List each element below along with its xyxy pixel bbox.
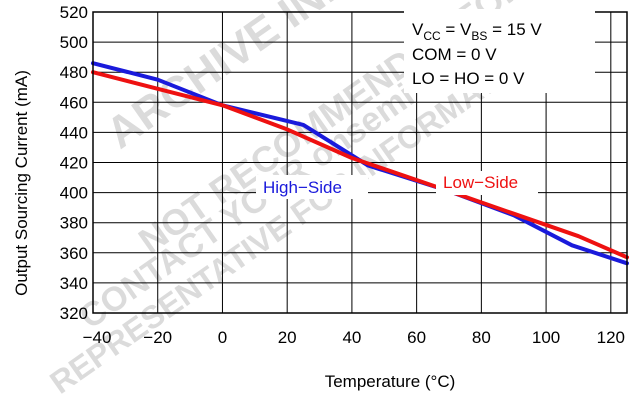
- x-tick-label-5: 60: [407, 328, 426, 347]
- x-tick-label-6: 80: [472, 328, 491, 347]
- x-tick-label-0: −40: [83, 328, 112, 347]
- y-tick-label-520: 520: [60, 3, 88, 22]
- y-tick-label-380: 380: [60, 214, 88, 233]
- x-tick-label-3: 20: [278, 328, 297, 347]
- y-tick-label-400: 400: [60, 184, 88, 203]
- legend: VCC = VBS = 15 V COM = 0 V LO = HO = 0 V: [404, 9, 595, 93]
- y-tick-label-500: 500: [60, 33, 88, 52]
- x-tick-label-1: −20: [143, 328, 172, 347]
- y-tick-label-440: 440: [60, 123, 88, 142]
- legend-line-lo-ho: LO = HO = 0 V: [412, 69, 525, 88]
- series-line-low-side: [91, 70, 629, 260]
- legend-line-com: COM = 0 V: [412, 45, 497, 64]
- series-label-low-side: Low−Side: [443, 173, 518, 192]
- x-tick-label-7: 100: [532, 328, 560, 347]
- series-lines: [91, 61, 629, 266]
- y-tick-label-420: 420: [60, 154, 88, 173]
- x-tick-label-8: 120: [597, 328, 625, 347]
- legend-background: [404, 9, 595, 93]
- high-side-label-bg: [256, 175, 368, 199]
- y-tick-label-340: 340: [60, 274, 88, 293]
- low-side-label-bg: [436, 171, 538, 195]
- y-tick-labels: 320 340 360 380 400 420 440 460 480 500 520: [60, 3, 88, 323]
- x-axis-title: Temperature (°C): [325, 372, 456, 391]
- y-axis-title: Output Sourcing Current (mA): [12, 70, 31, 296]
- y-tick-label-360: 360: [60, 244, 88, 263]
- x-tick-labels: −40 −20 0 20 40 60 80 100 120: [83, 328, 625, 347]
- plot-frame: [92, 11, 628, 314]
- series-label-high-side: High−Side: [263, 178, 342, 197]
- x-tick-label-4: 40: [342, 328, 361, 347]
- legend-line-vcc: VCC = VBS = 15 V: [412, 20, 542, 43]
- y-tick-label-460: 460: [60, 93, 88, 112]
- y-tick-label-480: 480: [60, 63, 88, 82]
- y-tick-label-320: 320: [60, 304, 88, 323]
- x-tick-label-2: 0: [218, 328, 227, 347]
